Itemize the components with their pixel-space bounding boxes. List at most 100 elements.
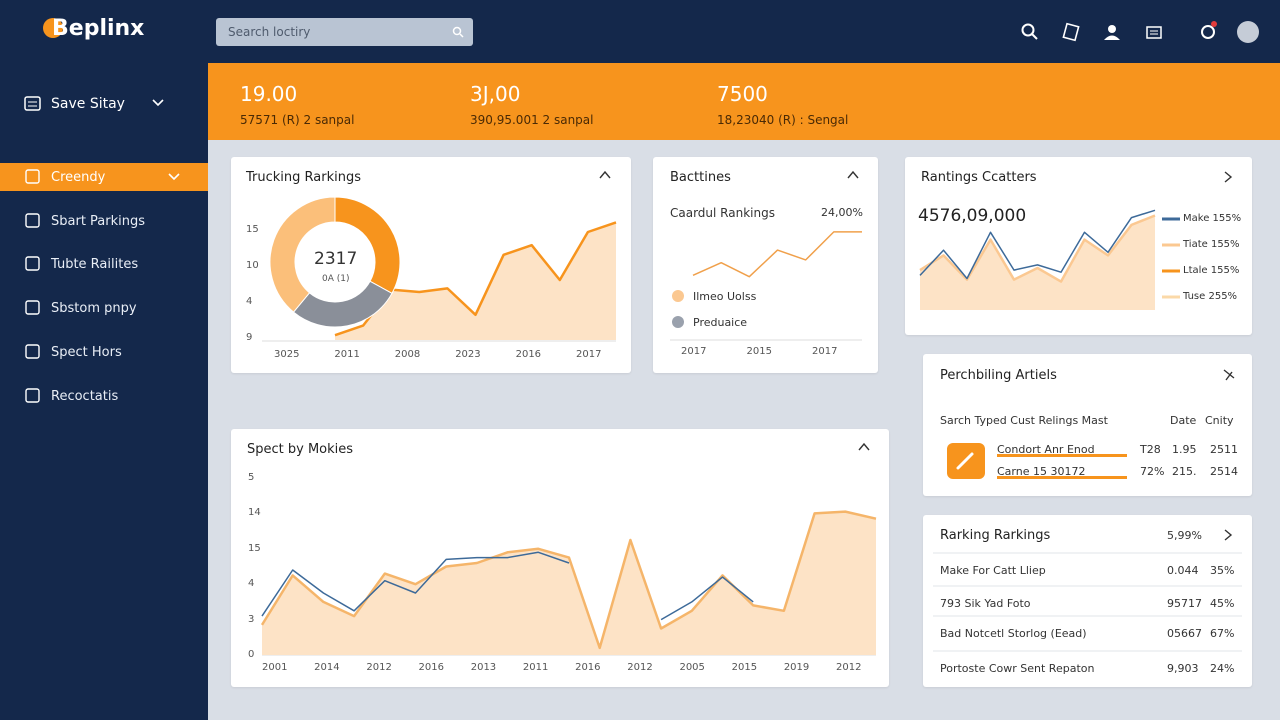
line xyxy=(261,551,570,617)
legend-swatch xyxy=(672,316,684,328)
legend-label: Ltale 155% xyxy=(1183,265,1240,276)
kpi-value: 3J,00 xyxy=(470,82,521,106)
area xyxy=(335,222,616,340)
panel-title: Perchbiling Artiels xyxy=(940,368,1057,383)
y-axis-label: 14 xyxy=(248,507,261,519)
nav-icon xyxy=(25,344,40,359)
nav-icon xyxy=(25,256,40,272)
nav-item[interactable]: Spect Hors xyxy=(0,338,208,366)
table-cell: 2514 xyxy=(1210,465,1238,478)
row-bar xyxy=(997,476,1127,479)
x-axis-label: 2014 xyxy=(314,662,340,673)
panel-action-icon xyxy=(1223,369,1235,381)
x-axis-label: 2015 xyxy=(746,346,772,357)
y-axis-label: 4 xyxy=(248,578,255,590)
table-cell: Make For Catt Lliep xyxy=(940,564,1046,577)
kpi-value: 7500 xyxy=(717,82,768,106)
nav-label: Spect Hors xyxy=(51,344,122,360)
donut-hole xyxy=(295,222,375,302)
column-header: Sarch Typed Cust Relings Mast xyxy=(940,414,1108,427)
legend-label: Ilmeo Uolss xyxy=(693,290,757,303)
x-axis-label: 2001 xyxy=(262,662,288,673)
y-axis-label: 9 xyxy=(246,332,253,343)
kpi-band xyxy=(208,63,1280,140)
nav-item[interactable]: Tubte Railites xyxy=(0,250,208,278)
x-axis-label: 2005 xyxy=(679,662,705,673)
nav-icon xyxy=(25,387,40,403)
nav-label: Sbart Parkings xyxy=(51,213,146,229)
nav-icon xyxy=(25,212,40,228)
y-axis-label: 4 xyxy=(246,296,253,307)
logo[interactable]: Beplinx xyxy=(52,16,145,41)
nav-label: Tubte Railites xyxy=(51,257,139,273)
table-cell: 24% xyxy=(1210,662,1235,675)
rankings-panel xyxy=(923,515,1252,687)
x-axis-label: 2017 xyxy=(681,346,707,357)
y-axis-label: 0 xyxy=(248,649,255,660)
nav-icon xyxy=(25,169,40,184)
table-cell: T28 xyxy=(1140,443,1161,456)
table-cell: 45% xyxy=(1210,597,1235,610)
legend-label: Tiate 155% xyxy=(1183,239,1240,250)
x-axis-label: 2015 xyxy=(731,662,758,673)
line xyxy=(692,231,862,278)
nav-item[interactable]: Creendy xyxy=(0,163,208,191)
panel-action-icon xyxy=(858,442,870,451)
x-axis-label: 2012 xyxy=(366,662,392,673)
panel-action-icon xyxy=(847,170,859,179)
panel-title: Spect by Mokies xyxy=(247,442,354,457)
table-cell: 0.044 xyxy=(1167,564,1199,577)
legend-label: Make 155% xyxy=(1183,213,1242,224)
table-cell: Bad Notcetl Storlog (Eead) xyxy=(940,627,1087,640)
workspace-caret[interactable] xyxy=(152,98,164,108)
nav-item[interactable]: Recoctatis xyxy=(0,382,208,410)
chart-stat: 24,00% xyxy=(821,206,863,219)
table-cell: 1.95 xyxy=(1172,443,1197,456)
nav-caret xyxy=(168,173,180,181)
search-box[interactable]: Search loctiry xyxy=(216,18,473,46)
table-cell: Portoste Cowr Sent Repaton xyxy=(940,662,1095,675)
panel-title: Rantings Ccatters xyxy=(921,170,1037,185)
nav-item[interactable]: Sbart Parkings xyxy=(0,207,208,235)
x-axis-label: 2012 xyxy=(627,662,653,673)
legend-label: Preduaice xyxy=(693,316,748,329)
table-cell: 95717 xyxy=(1167,597,1202,610)
search-icon xyxy=(452,26,464,38)
table-cell: Carne 15 30172 xyxy=(997,465,1086,478)
x-axis-label: 2017 xyxy=(576,349,602,360)
x-axis-label: 2008 xyxy=(394,349,421,360)
table-cell: 215. xyxy=(1172,465,1197,478)
y-axis-label: 5 xyxy=(248,472,255,483)
workspace-name[interactable]: Save Sitay xyxy=(51,96,125,112)
table-cell: 2511 xyxy=(1210,443,1238,456)
table-cell: 72% xyxy=(1140,465,1165,478)
row-icon xyxy=(956,452,974,470)
y-axis-label: 10 xyxy=(246,260,259,271)
x-axis-label: 2012 xyxy=(836,662,862,673)
x-axis-label: 2017 xyxy=(812,346,838,357)
panel-title: Trucking Rarkings xyxy=(246,170,361,185)
y-axis-label: 15 xyxy=(246,224,259,235)
header-icons[interactable] xyxy=(1018,20,1268,46)
panel-title: Bacttines xyxy=(670,170,731,185)
x-axis-label: 3025 xyxy=(274,349,300,360)
x-axis-label: 2011 xyxy=(522,662,549,673)
donut-center: 2317 xyxy=(314,249,358,269)
panel-stat: 5,99% xyxy=(1167,529,1202,542)
logo-icon xyxy=(43,18,63,38)
nav-item[interactable]: Sbstom pnpy xyxy=(0,294,208,322)
line xyxy=(660,576,754,621)
nav-label: Sbstom pnpy xyxy=(51,301,137,317)
area xyxy=(920,215,1155,310)
chart-stat: 4576,09,000 xyxy=(918,206,1027,226)
kpi-detail: 390,95.001 2 sanpal xyxy=(470,113,594,127)
x-axis-label: 2013 xyxy=(470,662,497,673)
line xyxy=(919,209,1156,280)
x-axis-label: 2016 xyxy=(575,662,601,673)
x-axis-label: 2019 xyxy=(783,662,810,673)
x-axis-label: 2016 xyxy=(418,662,444,673)
bacttines-panel xyxy=(653,157,878,373)
search-placeholder: Search loctiry xyxy=(228,25,311,39)
